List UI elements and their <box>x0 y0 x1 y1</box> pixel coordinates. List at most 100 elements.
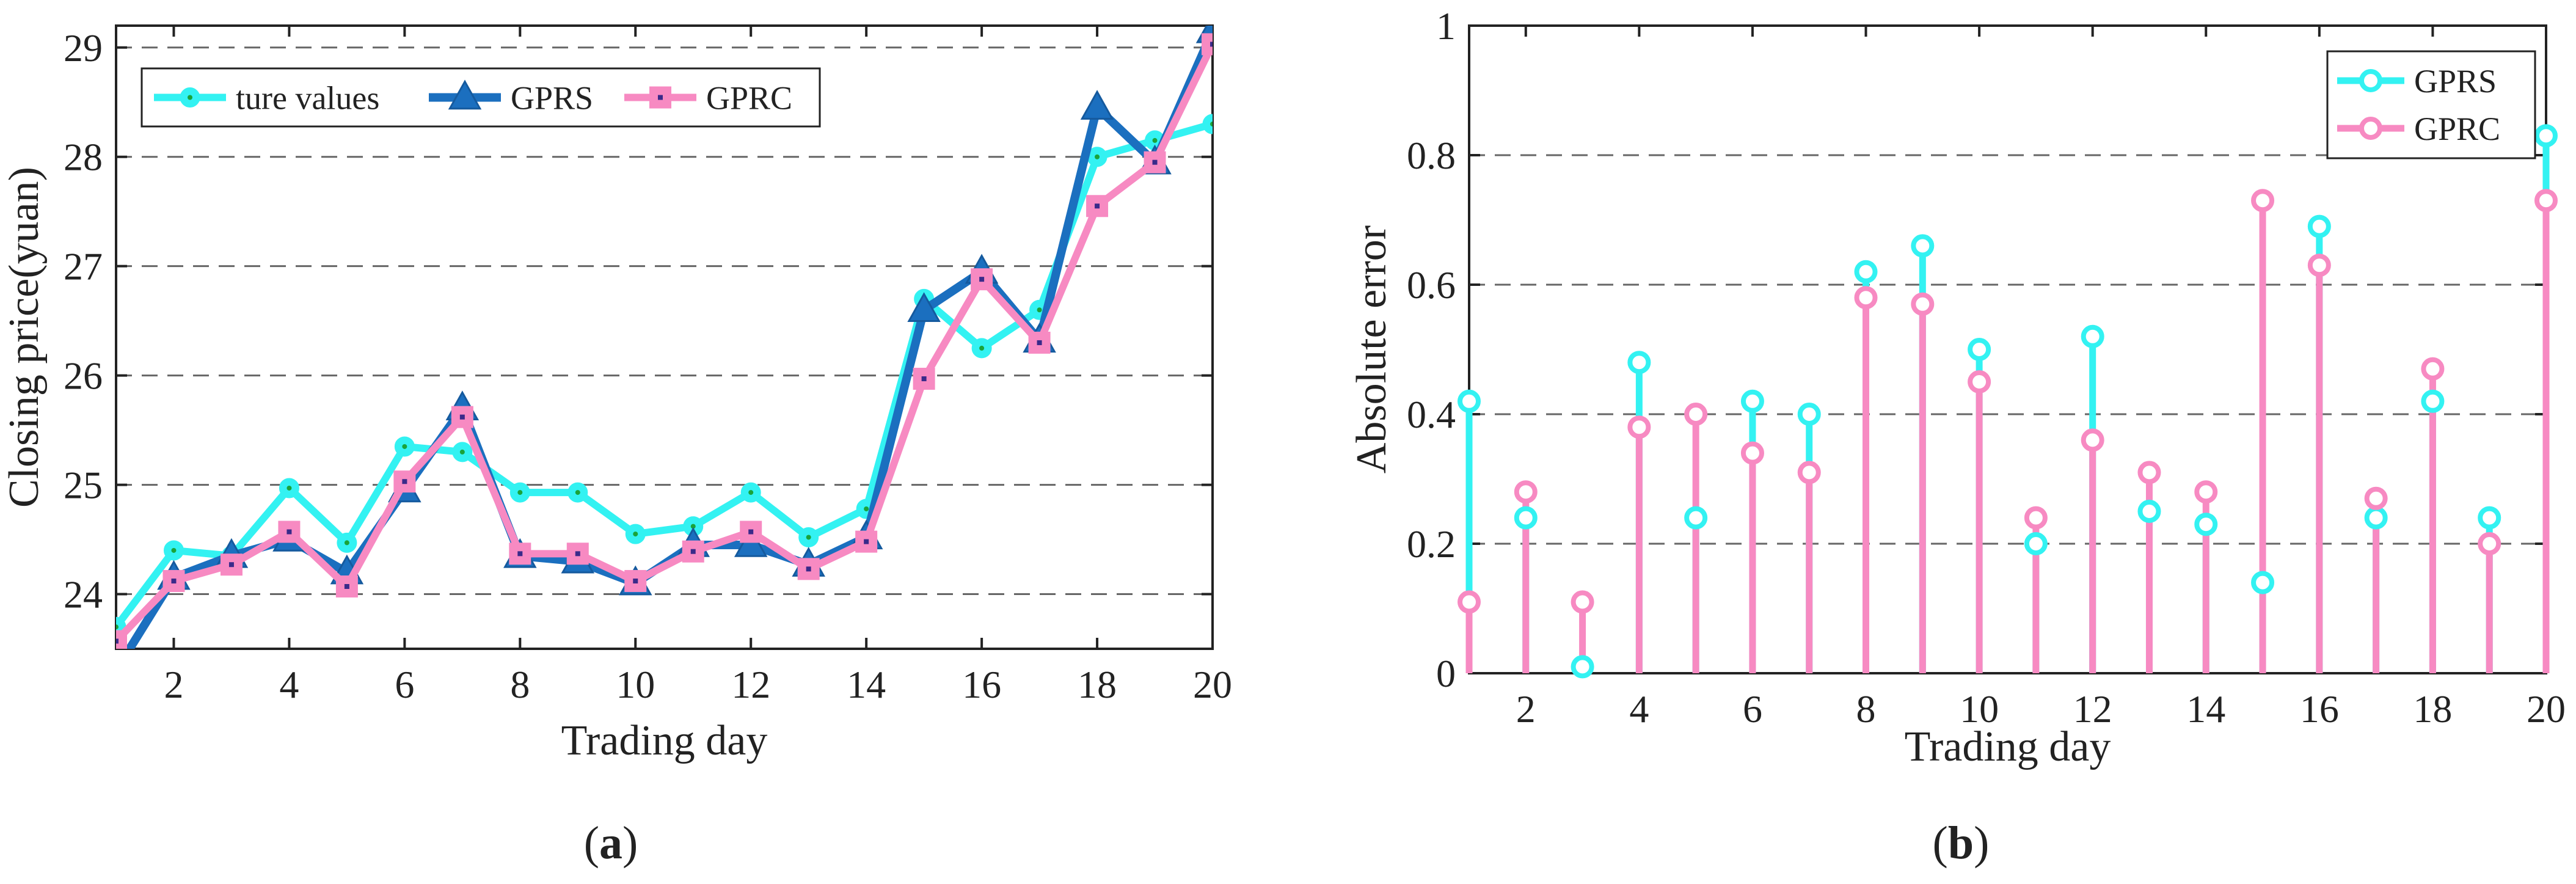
data-marker-dot <box>633 579 638 584</box>
data-marker-dot <box>979 277 985 282</box>
data-marker-dot <box>690 549 696 554</box>
legend-label: GPRS <box>511 80 593 117</box>
data-marker-dot <box>1037 307 1042 313</box>
data-marker-square <box>1202 33 1213 56</box>
stem-marker <box>2421 357 2445 381</box>
x-tick-label: 6 <box>395 663 414 706</box>
data-marker-dot <box>517 490 523 495</box>
stem-marker <box>2194 513 2218 536</box>
y-tick-label: 29 <box>64 26 103 70</box>
x-tick-label: 12 <box>2073 687 2112 731</box>
data-marker-dot <box>921 376 927 381</box>
legend-label: GPRC <box>706 80 792 117</box>
data-marker-dot <box>1037 340 1042 345</box>
data-marker-dot <box>517 551 523 557</box>
data-marker-square <box>797 558 820 580</box>
plot-frame <box>115 24 1214 650</box>
data-marker-dot <box>344 540 349 546</box>
series-gprs <box>1465 136 2550 673</box>
y-tick-label: 0.6 <box>1407 263 1456 307</box>
data-marker-dot <box>748 529 754 535</box>
legend: GPRS GPRC <box>2326 50 2536 159</box>
data-marker-square <box>649 86 671 109</box>
data-marker-dot <box>658 95 663 100</box>
y-tick-label: 28 <box>64 136 103 179</box>
data-marker-square <box>509 542 531 565</box>
markers-gprs <box>1458 124 2558 679</box>
data-marker-dot <box>690 524 696 529</box>
y-axis-title: Closing price(yuan) <box>1 167 48 508</box>
stem-marker <box>1911 234 1935 258</box>
x-tick-label: 4 <box>1629 687 1649 731</box>
data-marker-dot <box>286 529 292 535</box>
x-tick-label: 20 <box>1193 663 1232 706</box>
stem-marker <box>2478 532 2501 555</box>
stem-marker <box>2421 389 2445 413</box>
data-marker-dot <box>188 95 192 100</box>
legend-swatch-marker <box>2359 117 2382 140</box>
x-tick-label: 16 <box>962 663 1001 706</box>
stem-marker <box>2194 480 2218 504</box>
data-marker-dot <box>575 551 580 557</box>
data-marker-square <box>624 570 647 593</box>
stem-marker <box>2534 124 2558 148</box>
plot-area <box>1458 124 2558 679</box>
stem-marker <box>1684 403 1708 426</box>
data-marker-triangle <box>101 655 131 682</box>
data-marker-dot <box>344 584 349 589</box>
data-marker-dot <box>228 562 234 568</box>
x-tick-label: 10 <box>1960 687 1999 731</box>
stem-marker <box>2081 324 2104 348</box>
stem-marker <box>2081 428 2104 452</box>
data-marker-dot <box>402 479 407 484</box>
stem-marker <box>1854 286 1878 310</box>
data-marker-dot <box>286 485 292 491</box>
stem-marker <box>2251 189 2275 213</box>
x-tick-label: 6 <box>1743 687 1762 731</box>
data-marker-dot <box>748 490 754 495</box>
stem-marker <box>1571 655 1594 679</box>
stem-marker <box>1740 389 1764 413</box>
x-tick-label: 2 <box>1516 687 1536 731</box>
y-tick-label: 25 <box>64 464 103 507</box>
stem-marker <box>1911 292 1935 316</box>
stem-marker <box>1968 370 1991 393</box>
x-tick-label: 14 <box>847 663 886 706</box>
stem-marker <box>2024 532 2048 555</box>
data-marker-triangle <box>448 79 482 110</box>
legend-swatch-marker <box>2359 69 2382 92</box>
series-line <box>116 120 1213 629</box>
data-marker-square <box>116 630 127 649</box>
x-tick-label: 12 <box>731 663 770 706</box>
data-marker-dot <box>116 624 119 630</box>
stem-marker <box>1854 260 1878 283</box>
legend: ture values GPRS GPRC <box>140 67 821 128</box>
stem-marker <box>1797 461 1821 484</box>
data-marker-dot <box>116 638 119 644</box>
stem-marker <box>1684 506 1708 530</box>
series-gprc <box>116 33 1213 649</box>
data-marker-dot <box>402 444 407 449</box>
stem-marker <box>2534 189 2558 213</box>
data-marker-dot <box>1210 42 1213 47</box>
data-marker-dot <box>1210 122 1213 127</box>
x-tick-label: 14 <box>2186 687 2225 731</box>
data-marker-dot <box>979 345 985 351</box>
y-tick-label: 0 <box>1436 652 1456 695</box>
series-gprc <box>1465 200 2550 673</box>
legend-label: GPRS <box>2414 63 2497 100</box>
data-marker-triangle <box>907 292 941 322</box>
stem-marker <box>1740 441 1764 465</box>
x-tick-label: 8 <box>510 663 530 706</box>
data-marker-dot <box>806 535 811 540</box>
y-tick-label: 0.2 <box>1407 522 1456 566</box>
data-marker-dot <box>171 547 177 553</box>
data-marker-triangle <box>1080 90 1114 120</box>
stem-marker <box>1627 351 1651 374</box>
x-axis-title: Trading day <box>1905 723 2111 770</box>
data-marker-square <box>393 470 416 493</box>
data-marker-dot <box>459 449 465 455</box>
stem-marker <box>1797 403 1821 426</box>
